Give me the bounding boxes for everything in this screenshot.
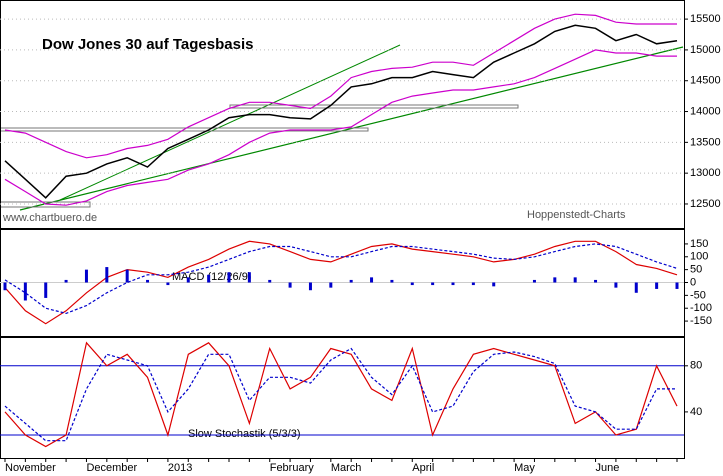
y-tick-label: 15000	[690, 44, 721, 56]
resistance-box	[0, 127, 369, 132]
x-tick-label: March	[331, 462, 362, 474]
chart-title: Dow Jones 30 auf Tagesbasis	[42, 36, 253, 53]
y-tick-label: 14500	[690, 75, 721, 87]
x-tick-label: December	[86, 462, 137, 474]
y-tick-label: 80	[690, 360, 702, 372]
y-tick-label: 13500	[690, 136, 721, 148]
x-tick-label: February	[270, 462, 315, 474]
x-tick-label: November	[5, 462, 56, 474]
series-line	[4, 243, 678, 315]
y-tick-label: 100	[690, 251, 708, 263]
resistance-box	[229, 104, 519, 109]
trend-line	[59, 44, 401, 201]
x-tick-label: May	[514, 462, 535, 474]
x-tick-label: June	[596, 462, 620, 474]
y-tick-label: -50	[690, 289, 706, 301]
x-tick-label: 2013	[168, 462, 192, 474]
series-line	[4, 49, 677, 206]
series-line	[4, 13, 677, 159]
y-tick-label: 13000	[690, 167, 721, 179]
source: Hoppenstedt-Charts	[527, 209, 626, 221]
y-tick-label: 14000	[690, 105, 721, 117]
y-tick-label: 0	[690, 276, 696, 288]
y-tick-label: 15500	[690, 13, 721, 25]
indicator-label: MACD (12/26/9)	[172, 271, 251, 283]
panel-frame	[0, 337, 685, 459]
series-line	[4, 240, 678, 325]
y-tick-label: 150	[690, 238, 708, 250]
y-tick-label: 50	[690, 264, 702, 276]
series-line	[4, 24, 678, 199]
support-box	[0, 201, 91, 208]
y-tick-label: 12500	[690, 198, 721, 210]
y-tick-label: 40	[690, 406, 702, 418]
y-tick-label: -150	[690, 315, 712, 327]
x-tick-label: April	[412, 462, 434, 474]
source: www.chartbuero.de	[2, 212, 97, 224]
indicator-label: Slow Stochastik (5/3/3)	[188, 428, 301, 440]
y-tick-label: -100	[690, 302, 712, 314]
series-line	[4, 347, 677, 442]
series-line	[4, 341, 678, 448]
panel-frame	[0, 0, 685, 229]
